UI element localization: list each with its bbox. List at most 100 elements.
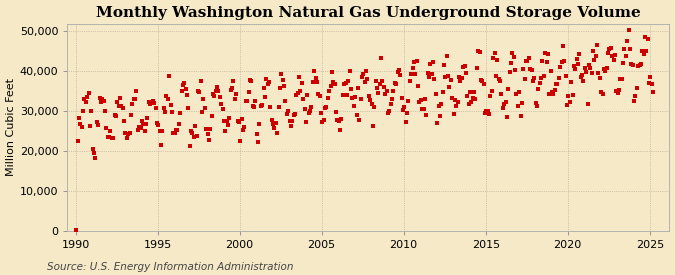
Point [215, 95, 225, 100]
Point [575, 75, 586, 79]
Point [612, 91, 623, 95]
Point [601, 65, 612, 70]
Point [611, 89, 622, 94]
Point [403, 98, 414, 103]
Point [123, 132, 134, 136]
Point [143, 100, 154, 104]
Point [239, 125, 250, 129]
Point [583, 62, 594, 67]
Point [328, 80, 339, 85]
Point [306, 105, 317, 110]
Point [511, 92, 522, 96]
Point [632, 64, 643, 68]
Point [242, 99, 252, 103]
Point [348, 104, 359, 108]
Point [246, 79, 256, 83]
Point [292, 91, 303, 95]
Point [481, 109, 492, 113]
Point [404, 79, 415, 83]
Point [216, 101, 227, 106]
Point [428, 60, 439, 64]
Point [131, 88, 142, 93]
Point [398, 108, 408, 112]
Point [172, 128, 183, 133]
Point [291, 93, 302, 97]
Point [200, 127, 211, 131]
Point [487, 89, 497, 93]
Point [491, 73, 502, 78]
Point [247, 104, 258, 108]
Point [339, 81, 350, 86]
Point [424, 74, 435, 79]
Point [648, 90, 659, 94]
Point [130, 97, 140, 101]
Point [597, 92, 608, 96]
Point [456, 75, 467, 80]
Point [451, 104, 462, 108]
Point [634, 63, 645, 67]
Point [624, 46, 635, 51]
Point [379, 85, 389, 89]
Point [72, 138, 83, 143]
Point [187, 131, 198, 136]
Point [148, 100, 159, 105]
Point [555, 65, 566, 69]
Point [414, 100, 425, 104]
Point [251, 132, 262, 136]
Point [294, 75, 304, 79]
Point [518, 66, 529, 71]
Point [427, 72, 437, 77]
Point [259, 95, 270, 100]
Point [391, 82, 402, 86]
Point [459, 63, 470, 68]
Point [111, 114, 122, 119]
Point [564, 100, 575, 104]
Point [543, 51, 554, 56]
Point [462, 94, 472, 99]
Point [376, 56, 387, 60]
Point [199, 105, 210, 110]
Point [506, 60, 516, 65]
Point [471, 65, 482, 70]
Point [483, 108, 493, 113]
Point [619, 46, 630, 51]
Point [395, 72, 406, 77]
Point [496, 92, 507, 97]
Point [362, 76, 373, 81]
Point [271, 120, 281, 125]
Point [107, 136, 117, 140]
Point [620, 54, 631, 58]
Point [591, 54, 601, 58]
Point [504, 69, 515, 74]
Point [169, 130, 180, 135]
Point [563, 94, 574, 99]
Point [244, 78, 255, 83]
Point [165, 103, 176, 107]
Point [324, 89, 335, 93]
Point [640, 35, 651, 39]
Point [377, 79, 388, 83]
Point [332, 118, 343, 122]
Point [556, 60, 567, 65]
Point [645, 75, 656, 79]
Point [109, 113, 120, 118]
Point [119, 119, 130, 124]
Point [529, 76, 539, 80]
Point [436, 102, 447, 106]
Point [375, 81, 385, 86]
Point [176, 89, 187, 93]
Point [86, 109, 97, 113]
Point [74, 116, 84, 120]
Point [566, 79, 576, 84]
Point [140, 122, 151, 127]
Point [178, 83, 188, 87]
Point [321, 104, 332, 109]
Point [295, 89, 306, 93]
Point [134, 125, 144, 129]
Point [191, 133, 202, 138]
Point [373, 91, 384, 96]
Point [331, 110, 342, 114]
Point [87, 147, 98, 152]
Point [537, 59, 548, 63]
Point [628, 98, 639, 103]
